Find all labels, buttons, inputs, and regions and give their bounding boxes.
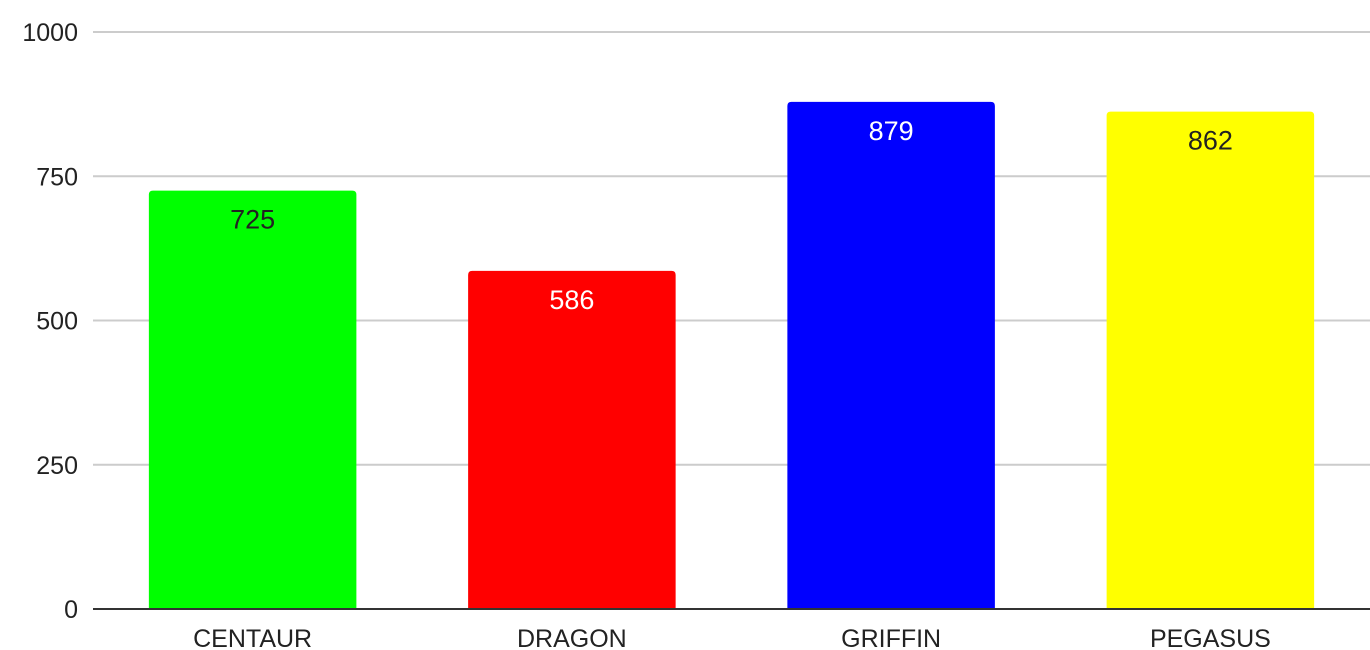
y-tick-label: 1000 xyxy=(22,19,78,47)
data-label-pegasus: 862 xyxy=(1188,126,1233,156)
x-category-label: CENTAUR xyxy=(193,625,312,650)
bars xyxy=(148,101,1315,610)
bar-dragon xyxy=(468,270,676,609)
bar-griffin xyxy=(787,101,995,609)
y-axis-ticks: 0 250 500 750 1000 xyxy=(22,19,78,624)
data-label-dragon: 586 xyxy=(549,285,594,315)
x-category-label: GRIFFIN xyxy=(841,625,941,650)
y-tick-label: 250 xyxy=(36,452,78,480)
bar-pegasus xyxy=(1106,111,1315,609)
x-axis-categories: CENTAUR DRAGON GRIFFIN PEGASUS xyxy=(193,625,1271,650)
data-label-griffin: 879 xyxy=(869,116,914,146)
y-tick-label: 0 xyxy=(64,596,78,624)
data-label-centaur: 725 xyxy=(230,205,275,235)
x-category-label: DRAGON xyxy=(517,625,627,650)
bar-centaur xyxy=(148,190,357,610)
data-labels: 725 586 879 862 xyxy=(230,116,1233,315)
x-category-label: PEGASUS xyxy=(1150,625,1271,650)
y-tick-label: 750 xyxy=(36,163,78,191)
y-tick-label: 500 xyxy=(36,308,78,336)
